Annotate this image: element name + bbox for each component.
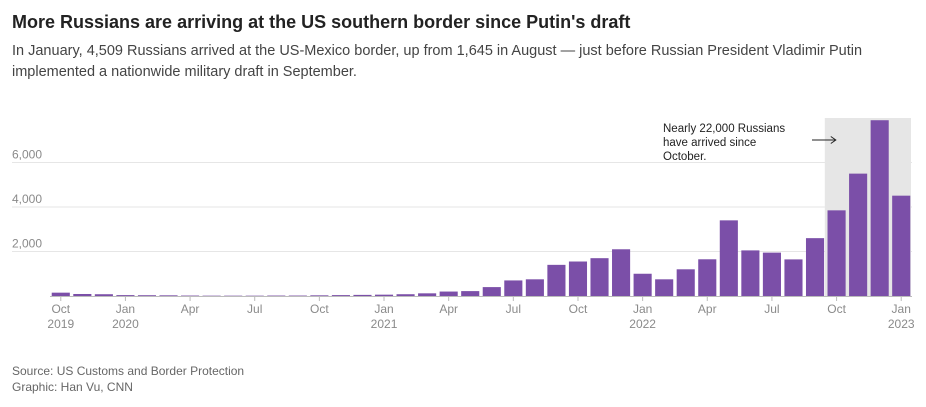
y-tick-label: 2,000 <box>12 237 42 251</box>
bar <box>827 210 846 296</box>
bar <box>202 295 221 297</box>
source-note: Source: US Customs and Border Protection <box>12 364 245 378</box>
bar <box>655 279 674 296</box>
annotation: Nearly 22,000 Russians have arrived since… <box>663 123 837 163</box>
bar <box>116 295 135 296</box>
bar <box>590 258 609 296</box>
bar <box>784 259 803 296</box>
bar <box>310 295 329 296</box>
bar <box>633 273 652 296</box>
annotation-arrow-head <box>830 136 837 144</box>
bar <box>504 280 523 296</box>
bar <box>482 287 501 296</box>
bar <box>137 295 157 296</box>
bar <box>396 294 415 296</box>
bar <box>525 279 544 296</box>
bar <box>418 293 437 296</box>
x-tick-year-label: 2020 <box>112 317 139 331</box>
bar <box>245 295 264 297</box>
bar <box>267 295 286 297</box>
x-tick-year-label: 2022 <box>629 317 656 331</box>
y-tick-label: 4,000 <box>12 192 42 206</box>
bar <box>439 291 458 296</box>
x-tick-label: Apr <box>698 302 717 316</box>
x-tick-label: Oct <box>51 302 70 316</box>
graphic-credit: Graphic: Han Vu, CNN <box>12 380 133 394</box>
x-tick-year-label: 2019 <box>47 317 74 331</box>
bar <box>612 249 631 296</box>
bar <box>547 264 566 296</box>
y-tick-label: 6,000 <box>12 148 42 162</box>
bar <box>73 293 92 296</box>
bar <box>51 292 70 296</box>
annotation-text: have arrived since <box>663 137 756 149</box>
x-tick-label: Oct <box>310 302 329 316</box>
x-tick-label: Jan <box>892 302 911 316</box>
x-tick-label: Oct <box>569 302 588 316</box>
chart-subtitle: In January, 4,509 Russians arrived at th… <box>12 43 863 80</box>
bar <box>568 261 588 296</box>
annotation-text: October. <box>663 151 706 163</box>
x-tick-year-label: 2023 <box>888 317 915 331</box>
x-tick-year-label: 2021 <box>371 317 398 331</box>
x-tick-label: Apr <box>439 302 458 316</box>
bar <box>741 250 760 296</box>
bar <box>331 295 350 296</box>
bars <box>51 120 911 297</box>
bar <box>461 291 480 296</box>
bar <box>849 173 868 296</box>
bar <box>676 269 695 296</box>
x-tick-label: Jul <box>247 302 262 316</box>
annotation-text: Nearly 22,000 Russians <box>663 123 785 135</box>
x-tick-label: Jan <box>374 302 393 316</box>
bar <box>159 295 178 296</box>
bar <box>181 295 200 297</box>
x-tick-label: Oct <box>827 302 846 316</box>
bar <box>805 238 825 296</box>
bar <box>870 120 889 296</box>
x-tick-label: Jan <box>116 302 135 316</box>
bar <box>374 294 394 296</box>
chart-title: More Russians are arriving at the US sou… <box>12 12 631 32</box>
x-tick-label: Jul <box>764 302 779 316</box>
bar <box>353 294 372 296</box>
bar <box>892 195 911 296</box>
bar <box>762 252 781 296</box>
gridlines: 2,000 4,000 6,000 <box>12 148 912 252</box>
bar <box>698 259 717 296</box>
bar <box>94 294 113 296</box>
bar <box>224 295 243 297</box>
bar <box>288 295 307 297</box>
x-tick-label: Apr <box>181 302 200 316</box>
x-tick-label: Jan <box>633 302 652 316</box>
x-tick-label: Jul <box>506 302 521 316</box>
bar <box>719 220 738 296</box>
